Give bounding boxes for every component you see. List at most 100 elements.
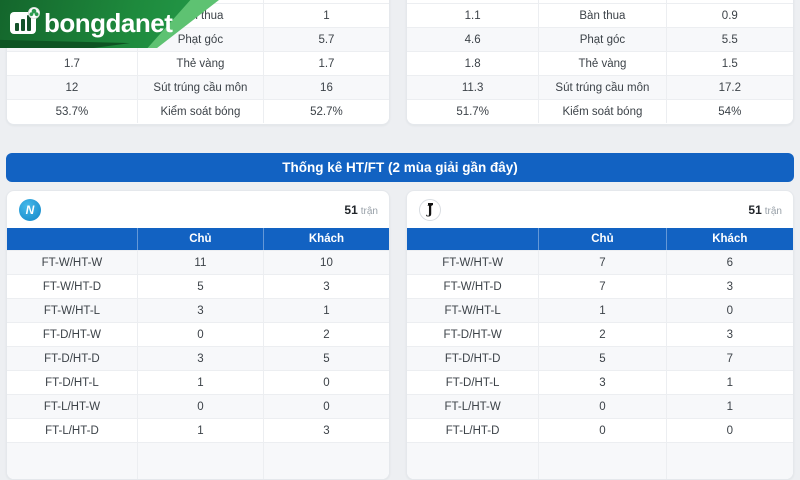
table-row: FT-L/HT-D 1 3: [7, 418, 389, 442]
stat-away-value: 52.7%: [262, 100, 389, 123]
htft-label: FT-D/HT-D: [44, 352, 100, 365]
logo-text: bongdanet: [44, 8, 173, 38]
column-header-home: Chủ: [136, 228, 263, 250]
table-row: FT-D/HT-D 5 7: [407, 346, 793, 370]
htft-home: 3: [136, 347, 263, 370]
table-row: 53.7% Kiểm soát bóng 52.7%: [7, 99, 389, 123]
htft-home: 5: [538, 347, 665, 370]
stat-home-value: 1.1: [464, 9, 481, 22]
section-header-htft: Thống kê HT/FT (2 mùa giải gần đây): [6, 153, 794, 182]
stat-away-value: 5.7: [262, 28, 389, 51]
stat-home-value: 11.3: [461, 81, 484, 94]
htft-home: 1: [136, 371, 263, 394]
table-row: FT-W/HT-W 7 6: [407, 250, 793, 274]
htft-home: 1: [538, 299, 665, 322]
htft-away: 3: [665, 275, 793, 298]
htft-away: 0: [262, 395, 389, 418]
table-row: FT-L/HT-W 0 1: [407, 394, 793, 418]
team-header: J 51 trận: [407, 191, 793, 228]
htft-away: 1: [665, 395, 793, 418]
htft-home: 0: [136, 323, 263, 346]
table-row: FT-D/HT-W 2 3: [407, 322, 793, 346]
htft-home: 0: [136, 395, 263, 418]
juventus-badge-icon: J: [419, 199, 441, 221]
table-row: FT-L/HT-D 0 0: [407, 418, 793, 442]
htft-away: 0: [665, 419, 793, 442]
htft-table-header: Chủ Khách: [407, 228, 793, 250]
table-row: FT-W/HT-D 7 3: [407, 274, 793, 298]
htft-label: FT-W/HT-W: [442, 256, 503, 269]
stat-label: Kiểm soát bóng: [538, 100, 665, 123]
htft-home: 7: [538, 275, 665, 298]
matches-number: 51: [344, 203, 358, 217]
stat-home-value: 12: [65, 81, 79, 94]
stat-label: Kiểm soát bóng: [136, 100, 263, 123]
htft-label: FT-L/HT-D: [45, 424, 99, 437]
htft-label: FT-D/HT-L: [45, 376, 99, 389]
table-row: FT-D/HT-L 1 0: [7, 370, 389, 394]
matches-count: 51 trận: [748, 203, 782, 217]
htft-home: 0: [538, 395, 665, 418]
htft-label: FT-D/HT-W: [42, 328, 101, 341]
stat-label: Phạt góc: [538, 28, 665, 51]
htft-home: 3: [136, 299, 263, 322]
table-row: FT-W/HT-W 11 10: [7, 250, 389, 274]
htft-label: FT-D/HT-W: [443, 328, 502, 341]
bongdanet-logo[interactable]: bongdanet: [0, 0, 238, 48]
htft-home: 5: [136, 275, 263, 298]
table-row: FT-D/HT-W 0 2: [7, 322, 389, 346]
table-row: [7, 442, 389, 479]
stat-label: Bàn thua: [538, 4, 665, 27]
banner-fold: [0, 39, 130, 48]
column-header-away: Khách: [262, 228, 389, 250]
table-row: 1.8 Thẻ vàng 1.5: [407, 51, 793, 75]
stat-away-value: 5.5: [665, 28, 793, 51]
htft-label: FT-W/HT-L: [444, 304, 501, 317]
htft-away: 0: [665, 299, 793, 322]
table-row: [407, 0, 793, 3]
football-icon: [28, 7, 40, 19]
htft-label: FT-W/HT-L: [43, 304, 101, 317]
htft-home: 7: [538, 251, 665, 274]
stat-label: Thẻ vàng: [538, 52, 665, 75]
htft-card-napoli: N 51 trận Chủ Khách FT-W/HT-W 11 10 FT-W/…: [6, 190, 390, 480]
table-row: FT-W/HT-L 3 1: [7, 298, 389, 322]
htft-away: 1: [665, 371, 793, 394]
stat-home-value: 53.7%: [55, 105, 89, 118]
team-header: N 51 trận: [7, 191, 389, 228]
htft-away: 7: [665, 347, 793, 370]
table-row: 1.1 Bàn thua 0.9: [407, 3, 793, 27]
htft-label: FT-W/HT-D: [443, 280, 502, 293]
stat-away-value: 0.9: [665, 4, 793, 27]
table-row: FT-D/HT-D 3 5: [7, 346, 389, 370]
stat-home-value: 1.7: [63, 57, 80, 70]
matches-number: 51: [748, 203, 762, 217]
htft-card-juventus: J 51 trận Chủ Khách FT-W/HT-W 7 6 FT-W/HT…: [406, 190, 794, 480]
section-title: Thống kê HT/FT (2 mùa giải gần đây): [282, 160, 518, 175]
htft-home: 2: [538, 323, 665, 346]
table-row: 12 Sút trúng cầu môn 16: [7, 75, 389, 99]
stat-label: Sút trúng cầu môn: [538, 76, 665, 99]
table-row: [407, 442, 793, 479]
stat-home-value: 1.8: [464, 57, 481, 70]
stat-away-value: 17.2: [665, 76, 793, 99]
column-header-home: Chủ: [538, 228, 665, 250]
htft-label: FT-W/HT-D: [42, 280, 101, 293]
napoli-badge-icon: N: [19, 199, 41, 221]
table-row: 51.7% Kiểm soát bóng 54%: [407, 99, 793, 123]
htft-away: 3: [262, 275, 389, 298]
htft-label: FT-W/HT-W: [41, 256, 103, 269]
column-header-away: Khách: [665, 228, 793, 250]
stat-away-value: 16: [262, 76, 389, 99]
stat-away-value: 1.5: [665, 52, 793, 75]
htft-home: 0: [538, 419, 665, 442]
bar-chart-football-icon: [10, 7, 40, 34]
table-row: FT-W/HT-D 5 3: [7, 274, 389, 298]
htft-home: 3: [538, 371, 665, 394]
stat-away-value: 1: [262, 4, 389, 27]
htft-table-header: Chủ Khách: [7, 228, 389, 250]
htft-away: 3: [665, 323, 793, 346]
htft-label: FT-D/HT-L: [445, 376, 500, 389]
htft-away: 0: [262, 371, 389, 394]
htft-away: 10: [262, 251, 389, 274]
